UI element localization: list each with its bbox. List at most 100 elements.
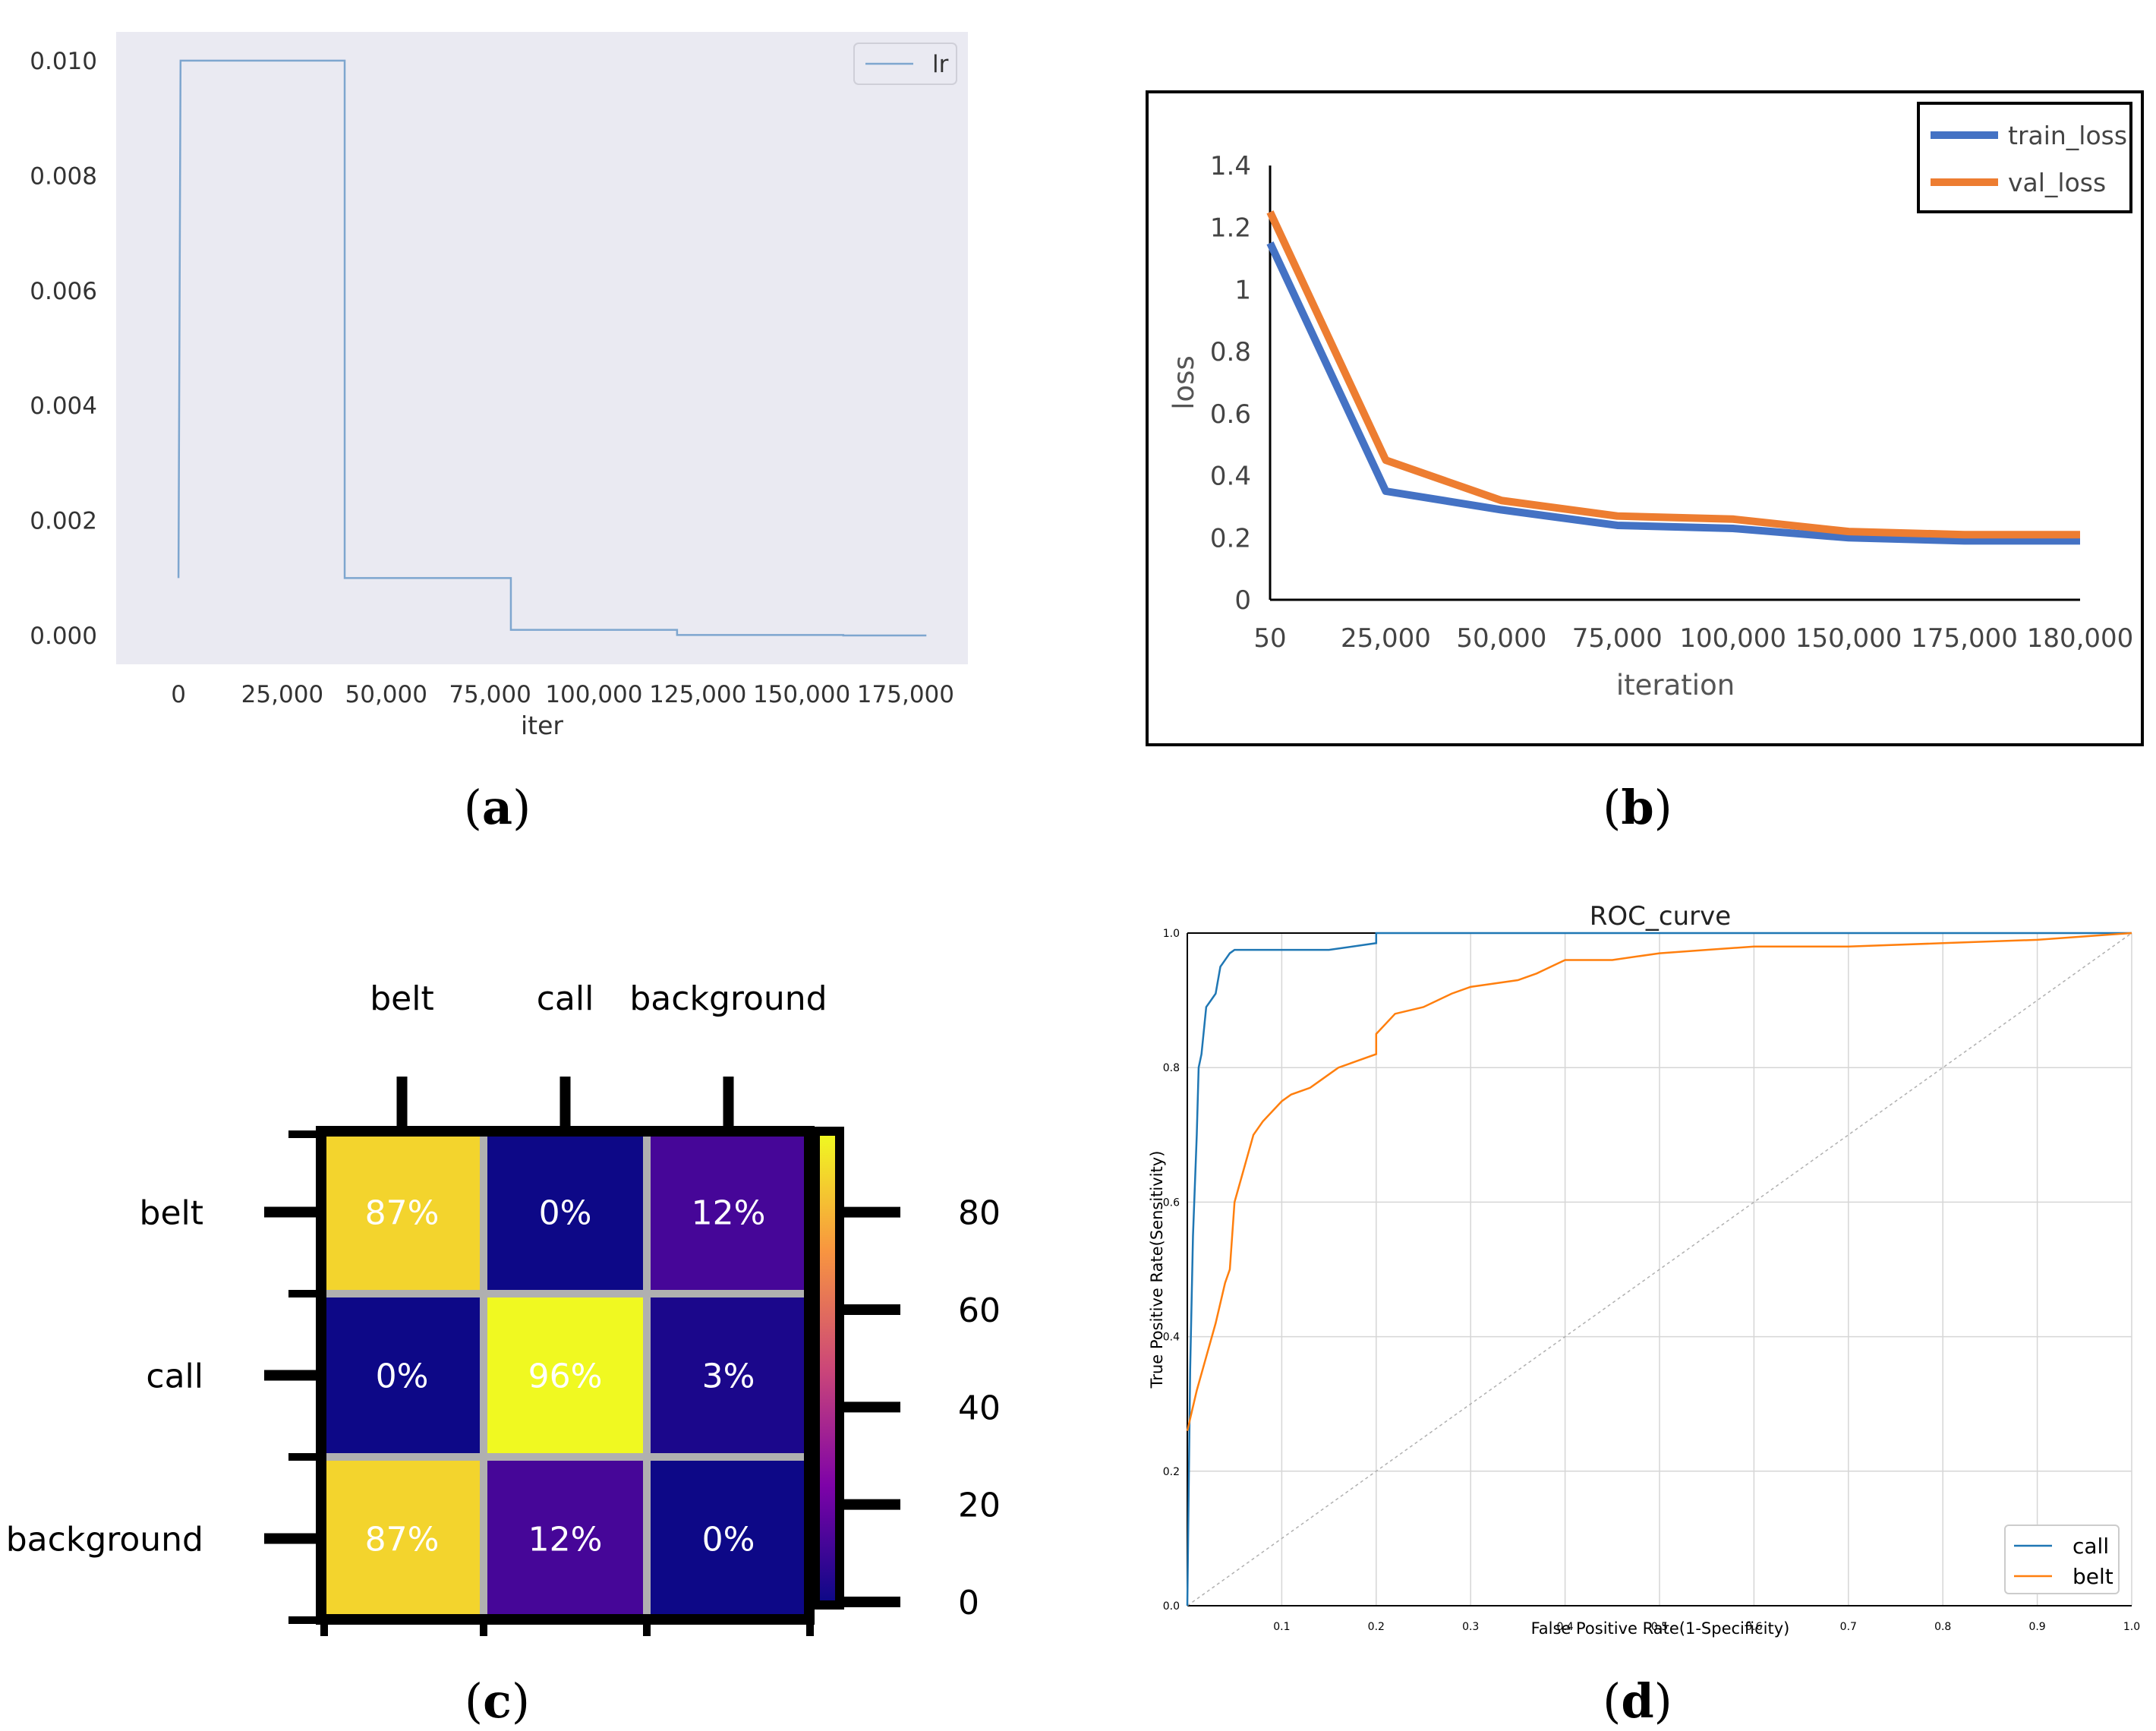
- val-loss-legend-label: val_loss: [2008, 168, 2106, 197]
- matrix-cell: [487, 1297, 643, 1453]
- matrix-cell: [324, 1134, 480, 1290]
- lr-plot-background: [116, 32, 968, 664]
- lr-series-line: [177, 59, 927, 637]
- roc-xtick-label: 0.6: [1745, 1621, 1762, 1633]
- lr-legend-label: lr: [932, 51, 949, 78]
- roc-call-curve: [1186, 932, 2132, 1606]
- caption-d: (d): [1603, 1673, 1672, 1729]
- lr-ytick-label: 0.006: [30, 278, 97, 305]
- roc-xtick-label: 0.4: [1556, 1621, 1573, 1633]
- lr-ytick-label: 0.008: [30, 162, 97, 190]
- loss-xtick-label: 50: [1253, 623, 1286, 654]
- lr-ytick-label: 0.002: [30, 508, 97, 535]
- matrix-cell: [651, 1461, 806, 1616]
- matrix-cell: [651, 1134, 806, 1290]
- loss-xtick-label: 25,000: [1341, 623, 1431, 654]
- loss-ytick-label: 0.2: [1210, 523, 1251, 553]
- lr-xtick-label: 50,000: [345, 681, 427, 708]
- caption-b: (b): [1603, 780, 1672, 835]
- panel-a-lr-chart: 0.000 0.002 0.004 0.006 0.008 0.010 0 25,000 50,…: [30, 32, 968, 740]
- loss-ytick-label: 0.6: [1210, 399, 1251, 430]
- roc-ytick-label: 0.8: [1163, 1062, 1180, 1074]
- matrix-cell: [487, 1461, 643, 1616]
- roc-ytick-label: 0.4: [1163, 1332, 1180, 1344]
- matrix-cell-label: 87%: [365, 1521, 440, 1559]
- matrix-cell-label: 3%: [702, 1357, 755, 1396]
- panel-c-confusion-matrix: 87% 0% 12% 0% 96% 3% 87% 12% 0% belt call backgroun…: [6, 979, 1001, 1636]
- loss-ytick-label: 0: [1234, 585, 1251, 616]
- roc-ytick-label: 0.6: [1163, 1197, 1180, 1209]
- matrix-cell-label: 12%: [528, 1521, 603, 1559]
- matrix-cell-label: 87%: [365, 1194, 440, 1233]
- loss-xtick-label: 50,000: [1456, 623, 1546, 654]
- matrix-cell: [324, 1461, 480, 1616]
- matrix-cell: [651, 1297, 806, 1453]
- loss-xaxis-title: iteration: [1616, 669, 1735, 702]
- colorbar-tick-label: 0: [958, 1584, 979, 1622]
- matrix-column-label: background: [629, 979, 827, 1018]
- roc-xtick-label: 0.9: [2028, 1621, 2045, 1633]
- lr-xtick-label: 25,000: [241, 681, 323, 708]
- panel-d-roc-chart: 0.0 0.2 0.4 0.6 0.8 1.0 0.1 0.2 0.3 0.4 0.5 0.6 0.7 0…: [1148, 901, 2140, 1638]
- colorbar-tick-label: 20: [958, 1487, 1001, 1525]
- lr-xtick-label: 175,000: [857, 681, 954, 708]
- roc-chance-diagonal: [1187, 932, 2132, 1606]
- caption-c: (c): [465, 1673, 530, 1729]
- loss-xtick-label: 150,000: [1795, 623, 1902, 654]
- colorbar-fill: [818, 1134, 837, 1602]
- roc-belt-legend-label: belt: [2072, 1564, 2113, 1589]
- colorbar-tick-label: 40: [958, 1389, 1001, 1427]
- loss-ytick-label: 1.2: [1210, 213, 1251, 244]
- loss-yaxis-title: loss: [1168, 355, 1200, 409]
- matrix-cell: [487, 1134, 643, 1290]
- roc-ytick-label: 0.2: [1163, 1466, 1180, 1478]
- roc-xaxis-title: False Positive Rate(1-Specificity): [1531, 1619, 1790, 1638]
- roc-title: ROC_curve: [1590, 901, 1731, 932]
- loss-xtick-label: 100,000: [1679, 623, 1786, 654]
- matrix-cell: [324, 1297, 480, 1453]
- matrix-column-label: belt: [370, 979, 433, 1018]
- lr-xtick-label: 125,000: [649, 681, 746, 708]
- matrix-cell-label: 0%: [539, 1194, 592, 1233]
- loss-xtick-label: 180,000: [2027, 623, 2134, 654]
- matrix-cell-label: 0%: [376, 1357, 429, 1396]
- matrix-frame: [316, 1126, 815, 1625]
- train-loss-line: [1266, 241, 2080, 545]
- matrix-column-label: call: [537, 979, 594, 1018]
- lr-ytick-label: 0.010: [30, 48, 97, 75]
- roc-xtick-label: 1.0: [2123, 1621, 2140, 1633]
- roc-xtick-label: 0.3: [1462, 1621, 1479, 1633]
- loss-ytick-label: 0.4: [1210, 462, 1251, 492]
- matrix-cell-label: 96%: [528, 1357, 603, 1396]
- loss-xtick-label: 75,000: [1572, 623, 1663, 654]
- roc-xtick-label: 0.8: [1934, 1621, 1951, 1633]
- lr-xaxis-title: iter: [521, 711, 563, 740]
- roc-belt-curve: [1186, 932, 2132, 1431]
- roc-xtick-label: 0.5: [1651, 1621, 1668, 1633]
- matrix-cell-label: 12%: [692, 1194, 766, 1233]
- lr-xtick-label: 100,000: [545, 681, 642, 708]
- loss-xtick-label: 175,000: [1911, 623, 2018, 654]
- loss-ytick-label: 1: [1234, 275, 1251, 305]
- matrix-row-label: background: [6, 1521, 203, 1559]
- lr-xtick-label: 75,000: [449, 681, 531, 708]
- panel-b-loss-chart: 0 0.2 0.4 0.6 0.8 1 1.2 1.4 50 25,000 50,000 75,000…: [1146, 90, 2144, 746]
- loss-legend-box: [1917, 102, 2132, 213]
- roc-xtick-label: 0.1: [1273, 1621, 1290, 1633]
- roc-xtick-label: 0.7: [1840, 1621, 1857, 1633]
- lr-ytick-label: 0.004: [30, 393, 97, 420]
- colorbar-tick-label: 80: [958, 1194, 1001, 1233]
- lr-xtick-label: 150,000: [753, 681, 850, 708]
- roc-yaxis-title: True Positive Rate(Sensitivity): [1148, 1151, 1166, 1389]
- colorbar-tick-label: 60: [958, 1291, 1001, 1330]
- loss-ytick-label: 0.8: [1210, 337, 1251, 367]
- lr-ytick-label: 0.000: [30, 623, 97, 650]
- colorbar-frame: [811, 1127, 844, 1610]
- matrix-row-label: belt: [140, 1194, 203, 1233]
- val-loss-line: [1266, 210, 2080, 539]
- roc-xtick-label: 0.2: [1368, 1621, 1385, 1633]
- lr-xtick-label: 0: [171, 681, 186, 708]
- train-loss-legend-label: train_loss: [2008, 121, 2127, 150]
- roc-ytick-label: 1.0: [1163, 928, 1180, 940]
- roc-call-legend-label: call: [2072, 1534, 2109, 1559]
